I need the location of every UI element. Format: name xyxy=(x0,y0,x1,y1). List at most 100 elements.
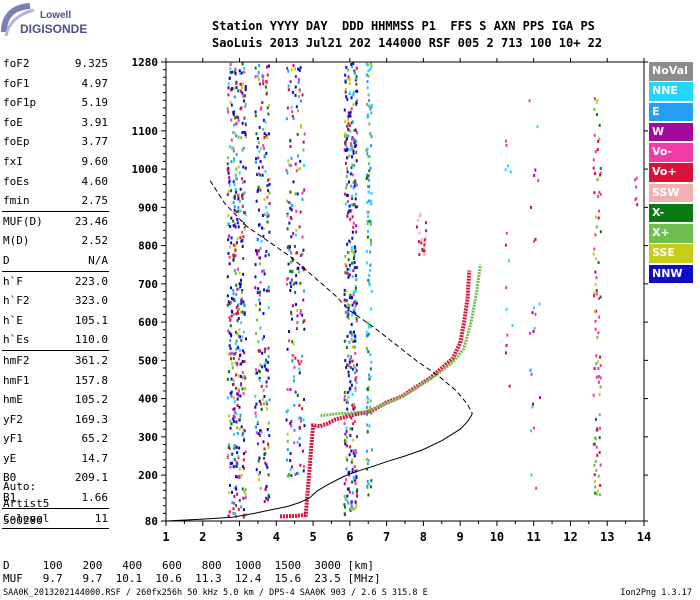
echo-point xyxy=(596,489,599,493)
echo-point xyxy=(595,289,598,293)
y-tick-label: 400 xyxy=(138,393,158,406)
echo-point xyxy=(235,190,238,194)
echo-point xyxy=(302,469,305,473)
echo-point xyxy=(297,270,300,274)
echo-point xyxy=(636,203,639,207)
echo-point xyxy=(294,291,297,295)
echo-point xyxy=(237,197,240,201)
param-label: foF2 xyxy=(3,57,30,70)
echo-point xyxy=(258,370,261,374)
echo-point xyxy=(257,249,260,253)
echo-point xyxy=(240,382,243,386)
x-tick-label: 13 xyxy=(600,530,614,544)
echo-point xyxy=(237,267,240,271)
echo-point xyxy=(258,477,261,481)
echo-point xyxy=(355,183,358,187)
echo-point xyxy=(294,472,297,476)
echo-point xyxy=(266,195,269,199)
echo-point xyxy=(242,235,245,239)
echo-point xyxy=(354,274,357,278)
echo-point xyxy=(235,81,238,85)
echo-point xyxy=(286,171,289,175)
echo-point xyxy=(259,107,262,111)
echo-point xyxy=(227,189,230,193)
echo-point xyxy=(598,392,601,396)
param-separator xyxy=(2,528,109,530)
echo-point xyxy=(265,463,268,467)
echo-point xyxy=(505,286,508,290)
echo-point xyxy=(258,376,261,380)
echo-point xyxy=(234,351,237,355)
echo-point xyxy=(355,451,358,455)
echo-point xyxy=(286,474,289,478)
echo-point xyxy=(264,347,267,351)
echo-point xyxy=(367,190,370,194)
echo-point xyxy=(366,235,369,239)
echo-point xyxy=(230,189,233,193)
echo-point xyxy=(533,306,536,310)
echo-point xyxy=(239,187,242,191)
echo-point xyxy=(346,183,349,187)
x-tick-label: 7 xyxy=(383,530,390,544)
echo-point xyxy=(511,324,514,328)
echo-point xyxy=(235,176,238,180)
echo-point xyxy=(353,203,356,207)
echo-point xyxy=(255,250,258,254)
echo-point xyxy=(265,249,268,253)
echo-point xyxy=(350,313,353,317)
muf-row-cell: 9.7 xyxy=(29,572,63,585)
echo-point xyxy=(343,288,346,292)
echo-point xyxy=(236,193,239,197)
echo-point xyxy=(352,91,355,95)
echo-point xyxy=(243,221,246,225)
echo-point xyxy=(240,338,243,342)
echo-point xyxy=(234,341,237,345)
param-label: foEp xyxy=(3,135,30,149)
echo-point xyxy=(294,356,297,360)
echo-point xyxy=(300,253,303,257)
echo-point xyxy=(244,85,247,89)
echo-point xyxy=(257,185,260,189)
echo-point xyxy=(263,335,266,339)
echo-point xyxy=(234,222,237,226)
param-value: 2.75 xyxy=(81,194,109,208)
muf-row-cell: 15.6 xyxy=(261,572,302,585)
echo-point xyxy=(353,164,356,168)
echo-point xyxy=(258,149,261,153)
echo-point xyxy=(292,379,295,383)
echo-point xyxy=(228,183,231,187)
param-value: 105.2 xyxy=(74,393,108,407)
echo-point xyxy=(300,123,303,127)
echo-point xyxy=(293,428,296,432)
echo-point xyxy=(598,436,601,440)
muf-row-label: MUF xyxy=(3,572,30,585)
param-label: D xyxy=(3,253,10,267)
echo-point xyxy=(343,298,346,302)
echo-point xyxy=(230,118,233,122)
echo-point xyxy=(592,158,595,162)
echo-point xyxy=(347,114,350,118)
echo-point xyxy=(347,306,350,310)
echo-point xyxy=(597,261,600,265)
echo-point xyxy=(367,215,370,219)
echo-point xyxy=(229,62,232,66)
echo-point xyxy=(226,303,229,307)
echo-point xyxy=(348,239,351,243)
echo-point xyxy=(231,490,234,494)
echo-point xyxy=(265,367,268,371)
echo-point xyxy=(352,290,355,294)
echo-point xyxy=(534,312,537,316)
echo-point xyxy=(238,328,241,332)
echo-point xyxy=(267,376,270,380)
echo-point xyxy=(598,137,601,141)
echo-point xyxy=(267,253,270,257)
echo-point xyxy=(236,431,239,435)
echo-point xyxy=(365,346,368,350)
echo-point xyxy=(365,249,368,253)
echo-point xyxy=(231,452,234,456)
param-value: 4.97 xyxy=(81,76,109,90)
echo-point xyxy=(355,140,358,144)
echo-point xyxy=(347,117,350,121)
echo-point xyxy=(254,303,257,307)
